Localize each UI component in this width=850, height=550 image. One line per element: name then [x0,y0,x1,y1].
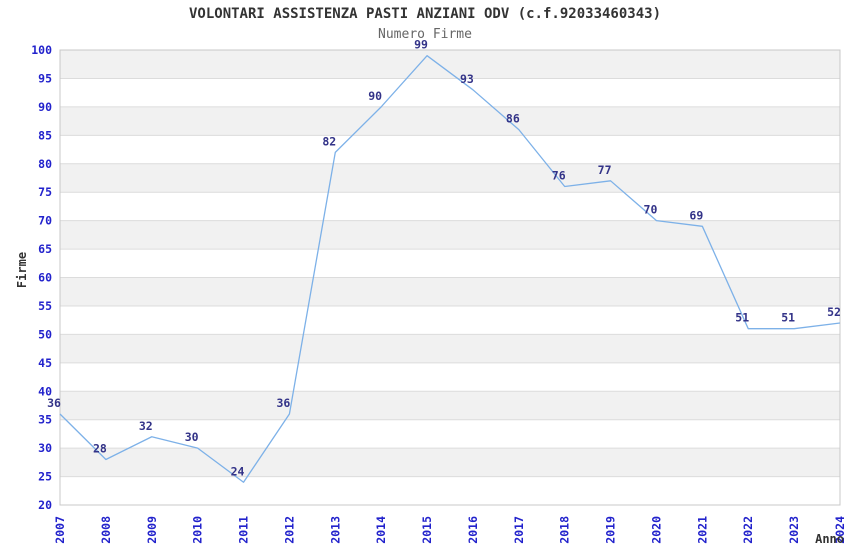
y-tick-label: 35 [38,413,52,427]
point-label: 76 [552,169,566,183]
point-label: 51 [781,311,795,325]
plot-band [60,448,840,477]
x-tick-label: 2023 [787,516,801,544]
point-label: 77 [598,163,612,177]
plot-band [60,277,840,306]
x-axis-title: Anno [815,532,844,546]
y-tick-label: 85 [38,128,52,142]
y-tick-label: 70 [38,214,52,228]
point-label: 70 [644,203,658,217]
x-tick-label: 2009 [145,516,159,544]
point-label: 36 [47,396,61,410]
y-tick-label: 45 [38,356,52,370]
x-tick-label: 2017 [512,516,526,544]
point-label: 90 [368,89,382,103]
series-line [59,55,841,483]
chart-subtitle: Numero Firme [378,27,472,42]
plot-band [60,50,840,79]
y-tick-label: 80 [38,157,52,171]
plot-band [60,391,840,420]
point-label: 28 [93,442,107,456]
x-tick-label: 2015 [420,516,434,544]
x-tick-label: 2020 [649,516,663,544]
point-label: 30 [185,430,199,444]
point-label: 99 [414,38,428,52]
plot-band [60,220,840,250]
point-label: 52 [827,305,841,319]
x-tick-label: 2008 [99,516,113,544]
point-label: 86 [506,112,520,126]
plot-band [60,106,840,136]
point-label: 51 [735,311,749,325]
plot-border [59,49,841,506]
point-label: 82 [322,134,336,148]
x-tick-label: 2022 [741,516,755,544]
plot-band [60,163,840,193]
y-tick-label: 95 [38,71,52,85]
y-tick-label: 20 [38,498,52,512]
plot-band [60,334,840,363]
x-tick-label: 2016 [466,516,480,544]
y-tick-label: 40 [38,384,52,398]
x-tick-label: 2011 [237,516,251,544]
x-tick-label: 2012 [282,516,296,544]
y-tick-label: 50 [38,327,52,341]
point-label: 36 [276,396,290,410]
y-tick-label: 90 [38,100,52,114]
y-tick-label: 65 [38,242,52,256]
x-tick-label: 2007 [53,516,67,544]
x-tick-label: 2021 [695,516,709,544]
y-tick-label: 25 [38,470,52,484]
y-tick-label: 30 [38,441,52,455]
x-tick-label: 2014 [374,516,388,544]
point-label: 32 [139,419,153,433]
point-label: 93 [460,72,474,86]
x-tick-label: 2019 [604,516,618,544]
point-label: 69 [689,208,703,222]
chart-title: VOLONTARI ASSISTENZA PASTI ANZIANI ODV (… [188,6,661,22]
y-tick-label: 60 [38,271,52,285]
x-tick-label: 2010 [191,516,205,544]
x-tick-label: 2018 [558,516,572,544]
point-label: 24 [231,464,245,478]
y-tick-label: 100 [31,43,52,57]
y-tick-label: 75 [38,185,52,199]
x-tick-label: 2024 [833,516,847,544]
x-tick-label: 2013 [328,516,342,544]
y-tick-label: 55 [38,299,52,313]
